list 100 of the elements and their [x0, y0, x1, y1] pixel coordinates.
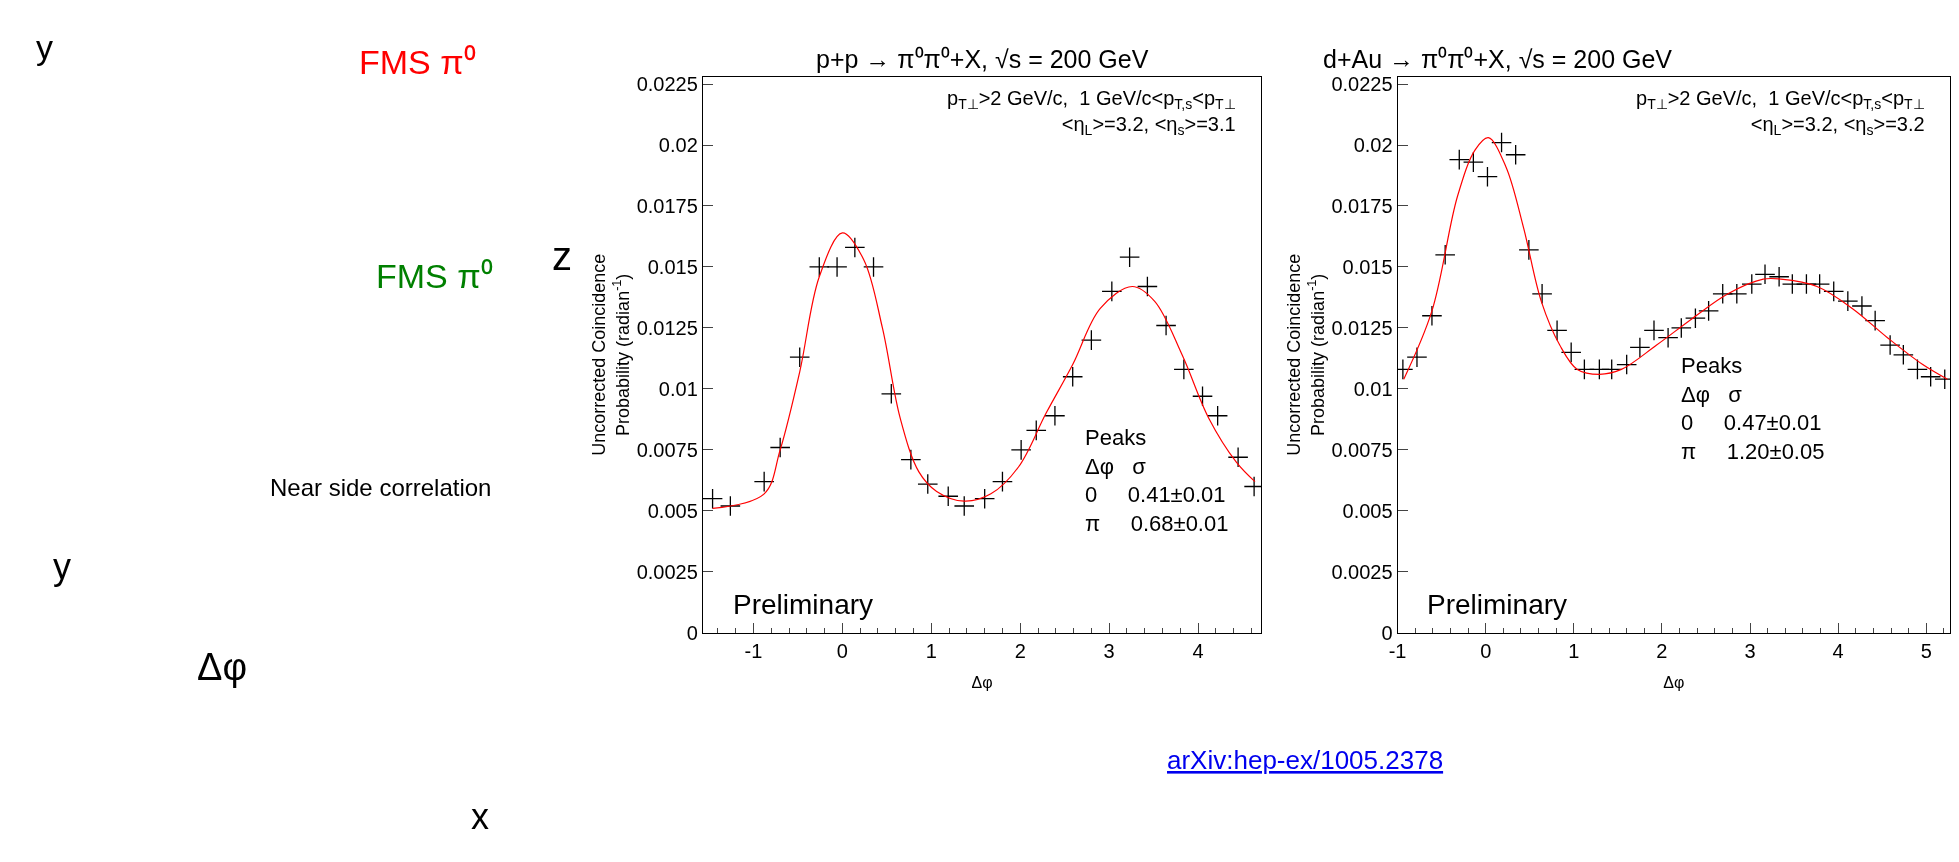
- text: y: [53, 546, 71, 587]
- x-tick-label: 2: [1656, 639, 1668, 662]
- text: z: [552, 234, 572, 278]
- point: [1010, 439, 1032, 461]
- point: [1462, 151, 1484, 173]
- x-tick-label: 3: [1103, 639, 1115, 662]
- point: [1851, 295, 1873, 317]
- y-tick-label: 0.0075: [636, 438, 698, 461]
- text: x: [471, 796, 489, 837]
- point: [1823, 280, 1845, 302]
- text: Δφ: [197, 646, 248, 688]
- point: [1560, 341, 1582, 363]
- point: [753, 471, 775, 493]
- point: [1173, 358, 1195, 380]
- y-tick-label: 0: [686, 621, 698, 644]
- point: [937, 485, 959, 507]
- text: arXiv:hep-ex/1005.2378: [1167, 745, 1444, 775]
- y-tick-label: 0.0125: [1331, 316, 1393, 339]
- x-tick-label: 0: [836, 639, 848, 662]
- point: [863, 256, 884, 278]
- point: [1448, 149, 1470, 171]
- point: [1698, 300, 1720, 322]
- point: [1505, 144, 1527, 166]
- point: [1155, 315, 1177, 336]
- x-tick-label: 3: [1744, 639, 1756, 662]
- point: [900, 449, 922, 471]
- text: FMS π⁰: [376, 257, 493, 295]
- x-tick-label: -1: [744, 639, 763, 662]
- point: [1657, 327, 1679, 349]
- point: [1879, 334, 1901, 356]
- point: [789, 346, 811, 368]
- point: [1477, 166, 1498, 188]
- x-tick-label: 5: [1920, 639, 1932, 662]
- point: [719, 495, 741, 517]
- point: [844, 237, 866, 258]
- text: p$_{T⊥}$>2 GeV/c, 1 GeV/c<p$_{T,s}$<p$_{T⊥}$ <η$_{L}$>=3.2, <η$_{s}$>=3.2: [1636, 87, 1925, 139]
- point: [1101, 280, 1123, 302]
- point: [1531, 283, 1553, 305]
- x-tick-label: 1: [1568, 639, 1580, 662]
- x-tick-label: 4: [1832, 639, 1844, 662]
- point: [1754, 263, 1776, 285]
- point: [1119, 246, 1141, 268]
- point: [1080, 329, 1102, 351]
- y-tick-label: 0.0025: [1331, 560, 1393, 583]
- y-tick-label: 0.0075: [1331, 438, 1393, 461]
- point: [880, 383, 902, 405]
- point: [702, 488, 724, 510]
- y-tick-label: 0.01: [658, 377, 698, 400]
- point: [1546, 319, 1568, 341]
- y-tick-label: 0.02: [658, 134, 698, 157]
- point: [1864, 310, 1886, 332]
- y-tick-label: 0.0175: [1331, 194, 1393, 217]
- point: [1629, 337, 1651, 358]
- text: y: [36, 28, 53, 66]
- annotation: Peaks Δφ σ 0 0.47±0.01 π 1.20±0.05: [1681, 353, 1825, 464]
- point: [1406, 346, 1428, 368]
- point: [1670, 317, 1692, 339]
- chart-title: d+Au → π⁰π⁰+X, √s = 200 GeV: [1323, 45, 1673, 73]
- y-tick-label: 0.015: [647, 255, 698, 278]
- x-tick-label: 2: [1014, 639, 1026, 662]
- y-tick-label: 0.0175: [636, 194, 698, 217]
- point: [1227, 446, 1249, 468]
- point: [992, 471, 1013, 493]
- y-tick-label: 0.0225: [636, 73, 698, 96]
- y-tick-label: 0.0125: [636, 316, 698, 339]
- point: [826, 256, 848, 278]
- point: [1136, 276, 1158, 297]
- point: [1491, 132, 1513, 154]
- point: [1768, 266, 1790, 288]
- annotation: Preliminary: [1427, 589, 1568, 620]
- y-tick-label: 0.0225: [1331, 73, 1393, 96]
- x-tick-label: 1: [925, 639, 937, 662]
- x-tick-label: 4: [1192, 639, 1204, 662]
- text: Near side correlation: [270, 474, 492, 501]
- annotation: Preliminary: [733, 589, 874, 620]
- point: [1025, 419, 1047, 441]
- chart-title: p+p → π⁰π⁰+X, √s = 200 GeV: [816, 45, 1149, 73]
- point: [1518, 239, 1540, 261]
- y-tick-label: 0.0025: [636, 560, 698, 583]
- x-axis-title: Δφ: [1663, 673, 1685, 691]
- line-series: [711, 232, 1256, 510]
- y-tick-label: 0.02: [1353, 134, 1393, 157]
- y-tick-label: 0.01: [1353, 377, 1393, 400]
- point: [917, 473, 939, 495]
- x-axis-title: Δφ: [971, 673, 993, 691]
- text: p$_{T⊥}$>2 GeV/c, 1 GeV/c<p$_{T,s}$<p$_{T⊥}$ <η$_{L}$>=3.2, <η$_{s}$>=3.1: [947, 87, 1236, 139]
- x-tick-label: 0: [1480, 639, 1492, 662]
- y-tick-label: 0.005: [1342, 499, 1393, 522]
- point: [1809, 273, 1831, 295]
- y-tick-label: 0.005: [647, 499, 698, 522]
- point: [1892, 344, 1914, 366]
- point: [1684, 307, 1706, 329]
- point: [769, 437, 791, 458]
- point: [1837, 290, 1859, 312]
- point: [1741, 273, 1763, 295]
- annotation: Peaks Δφ σ 0 0.41±0.01 π 0.68±0.01: [1085, 425, 1229, 536]
- point: [1434, 244, 1456, 266]
- point: [1207, 405, 1229, 427]
- point: [1643, 319, 1665, 341]
- text: FMS π⁰: [359, 43, 476, 81]
